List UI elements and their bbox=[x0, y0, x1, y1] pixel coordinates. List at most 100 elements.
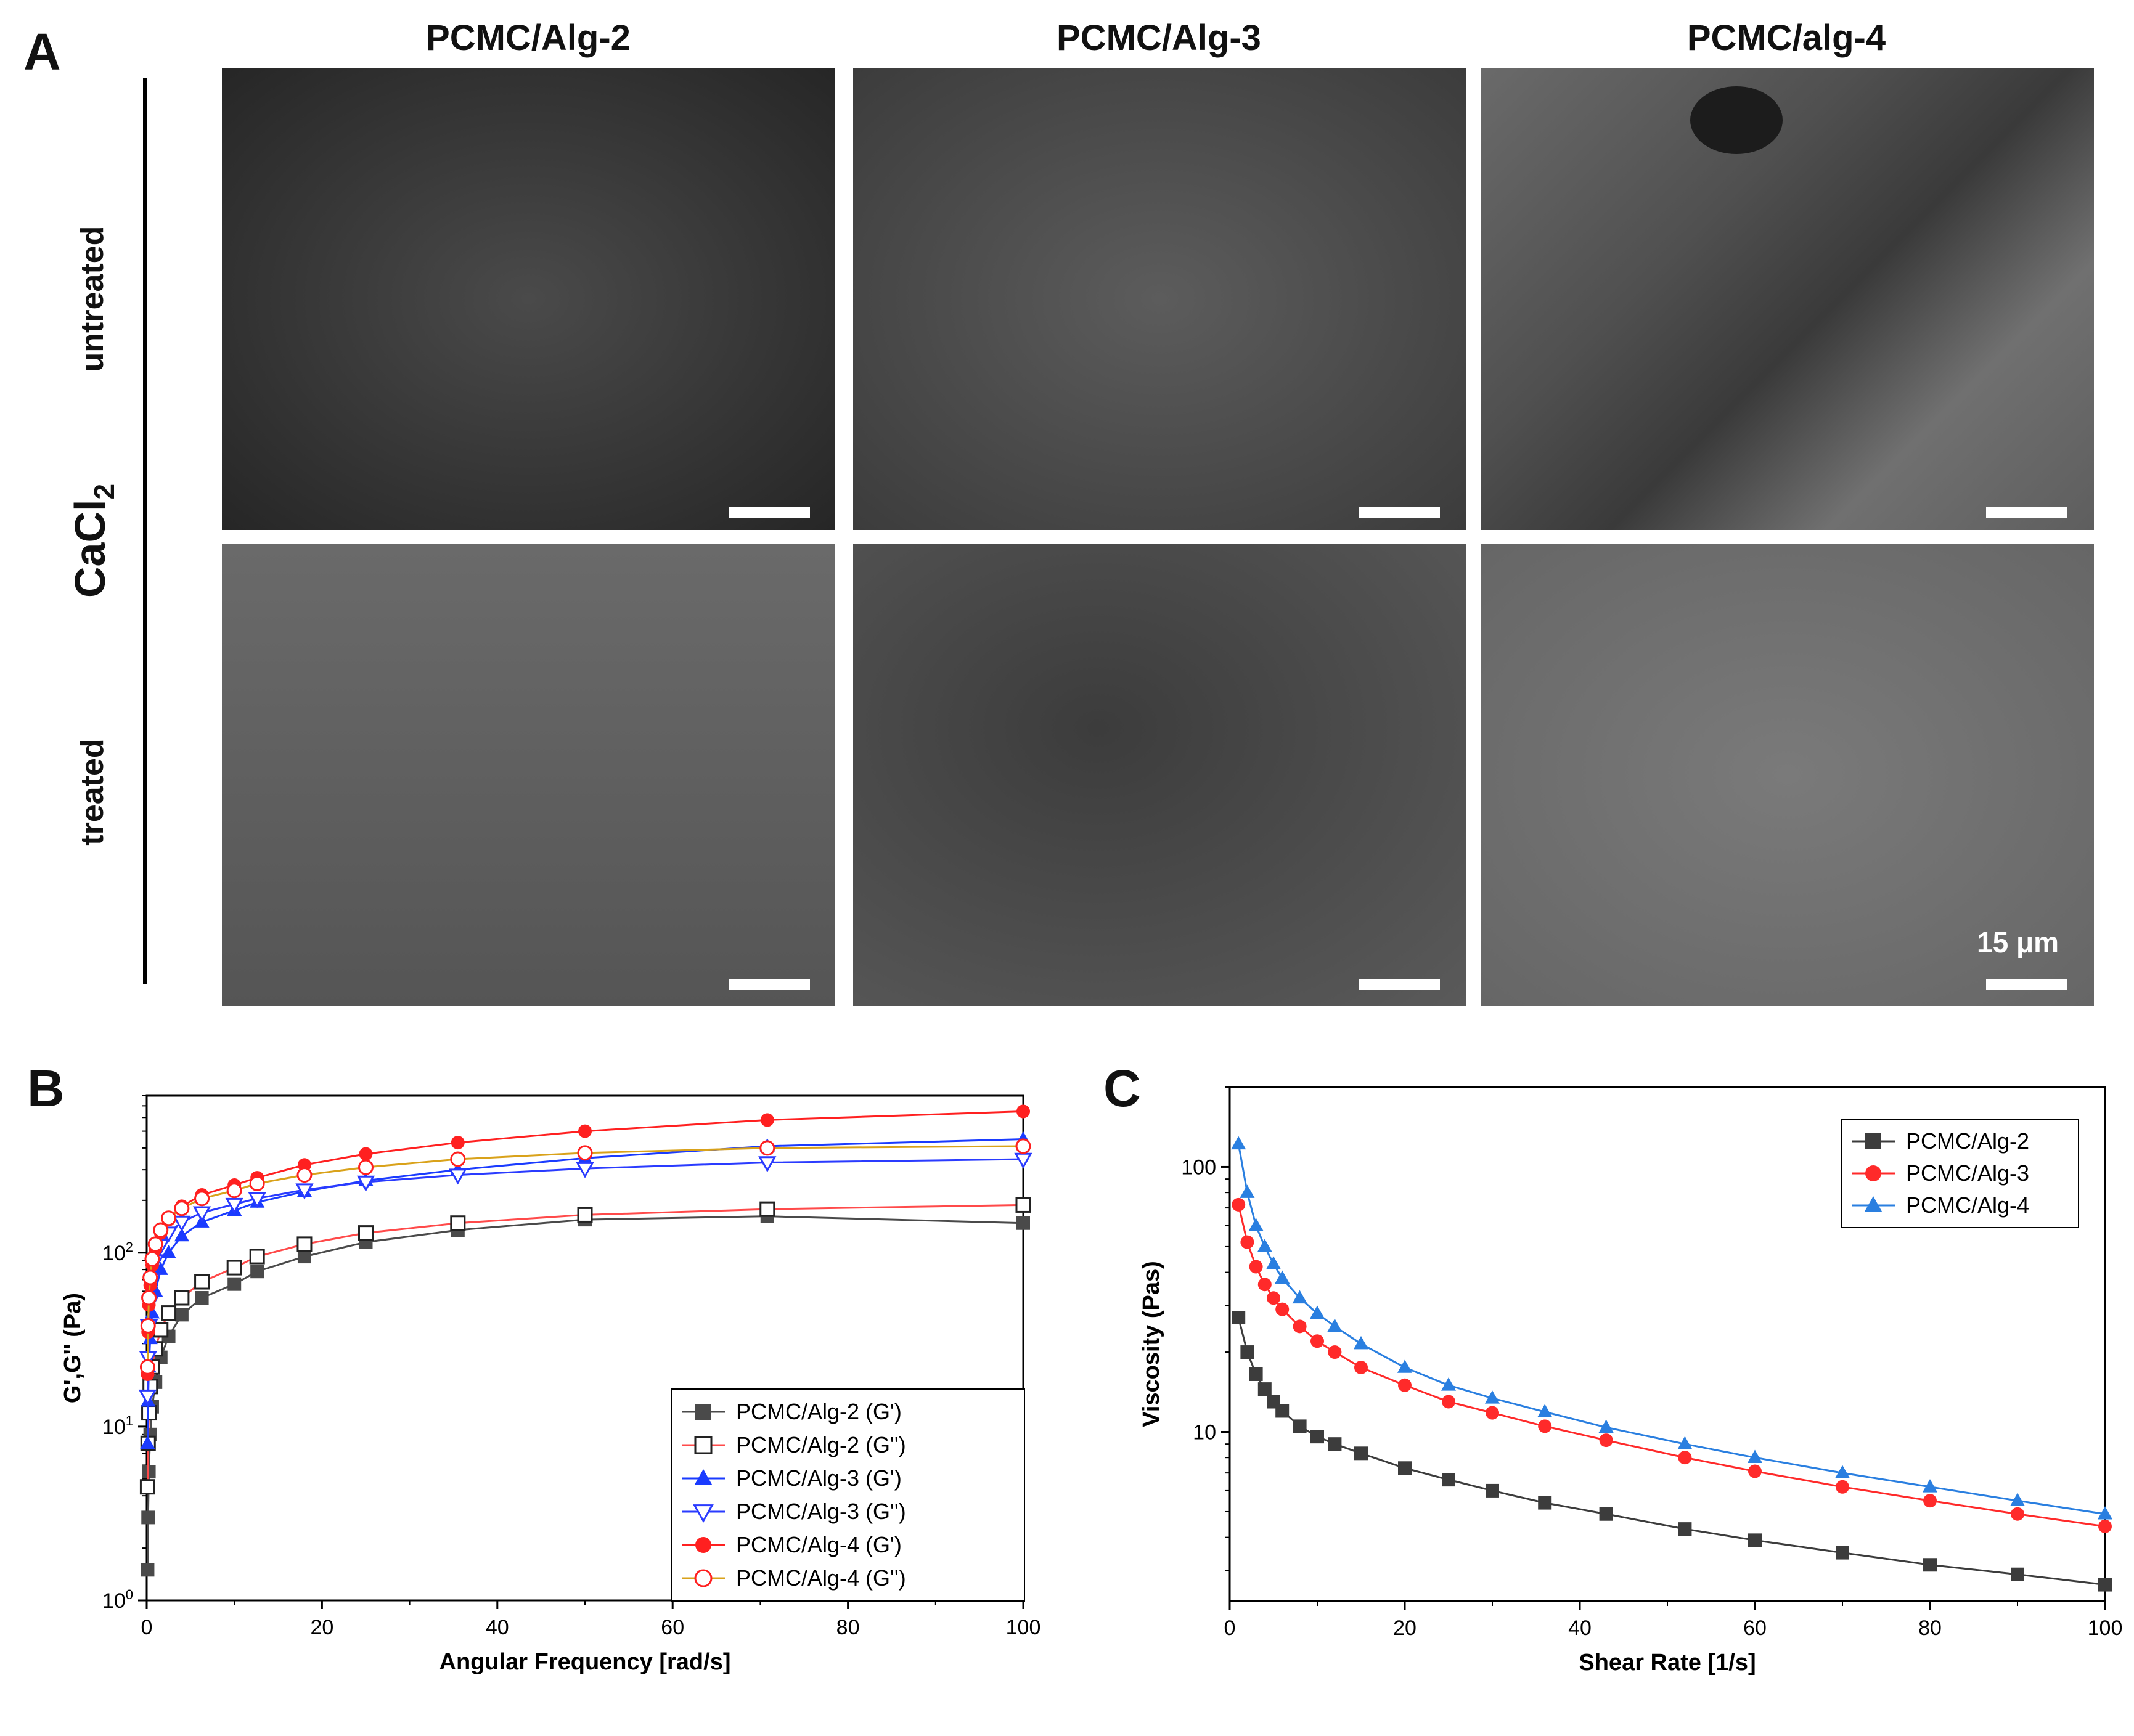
data-point-pcmc-alg-2-g bbox=[1015, 1197, 1031, 1213]
data-point-pcmc-alg-4-g bbox=[140, 1318, 156, 1334]
data-point-pcmc-alg-3 bbox=[1599, 1433, 1613, 1448]
data-point-pcmc-alg-3 bbox=[2011, 1507, 2024, 1521]
legend-label-pcmc-alg-2-g: PCMC/Alg-2 (G') bbox=[736, 1399, 902, 1424]
sem-image-alg4-treated: 15 μm bbox=[1481, 544, 2094, 1006]
legend-marker-pcmc-alg-3-g bbox=[693, 1504, 714, 1523]
data-point-pcmc-alg-4-g bbox=[147, 1236, 163, 1252]
x-tick-label: 80 bbox=[836, 1616, 860, 1639]
data-point-pcmc-alg-2-g bbox=[141, 1510, 155, 1525]
data-point-pcmc-alg-3 bbox=[1249, 1260, 1263, 1274]
data-point-pcmc-alg-4 bbox=[1598, 1419, 1614, 1433]
x-tick-label: 0 bbox=[141, 1616, 153, 1639]
data-point-pcmc-alg-2-g bbox=[139, 1479, 155, 1495]
data-point-pcmc-alg-4-g bbox=[249, 1176, 265, 1192]
data-point-pcmc-alg-4 bbox=[1248, 1218, 1264, 1231]
data-point-pcmc-alg-3-g bbox=[248, 1192, 266, 1208]
data-point-pcmc-alg-3-g bbox=[1014, 1152, 1032, 1169]
scale-bar bbox=[1986, 979, 2067, 990]
data-point-pcmc-alg-3 bbox=[1538, 1419, 1552, 1433]
data-point-pcmc-alg-2-g bbox=[141, 1563, 155, 1577]
legend-label-pcmc-alg-3-g: PCMC/Alg-3 (G') bbox=[736, 1465, 902, 1491]
y-tick-label: 100 bbox=[1181, 1155, 1216, 1179]
data-point-pcmc-alg-3 bbox=[1836, 1480, 1849, 1494]
data-point-pcmc-alg-4-g bbox=[194, 1191, 210, 1207]
y-tick-base: 10 bbox=[102, 1416, 126, 1439]
data-point-pcmc-alg-3 bbox=[1267, 1291, 1280, 1305]
legend-label-pcmc-alg-3-g: PCMC/Alg-3 (G'') bbox=[736, 1499, 906, 1524]
legend-label-pcmc-alg-4-g: PCMC/Alg-4 (G') bbox=[736, 1532, 902, 1557]
scale-bar bbox=[1359, 979, 1440, 990]
chart-c: 0 20 40 60 80 100 10 100 Shear Rate [1/s] Viscosi… bbox=[1139, 1086, 2122, 1676]
data-point-pcmc-alg-4 bbox=[1353, 1335, 1369, 1350]
data-point-pcmc-alg-4-g bbox=[142, 1269, 158, 1286]
data-point-pcmc-alg-2 bbox=[1486, 1483, 1499, 1498]
data-point-pcmc-alg-3-g bbox=[225, 1197, 243, 1214]
data-point-pcmc-alg-3-g bbox=[192, 1206, 211, 1223]
data-point-pcmc-alg-2-g bbox=[174, 1308, 189, 1322]
data-point-pcmc-alg-2-g bbox=[174, 1290, 190, 1306]
dark-pore-feature bbox=[1690, 86, 1783, 154]
legend-box bbox=[671, 1388, 1025, 1602]
data-point-pcmc-alg-2 bbox=[2098, 1578, 2112, 1592]
data-point-pcmc-alg-2 bbox=[1249, 1367, 1263, 1381]
row-label-treated: treated bbox=[75, 738, 110, 846]
data-point-pcmc-alg-4-g bbox=[358, 1159, 374, 1175]
data-point-pcmc-alg-4 bbox=[1309, 1305, 1325, 1319]
y-tick-exponent: 2 bbox=[126, 1239, 133, 1255]
data-point-pcmc-alg-3-g bbox=[449, 1168, 467, 1185]
data-point-pcmc-alg-2 bbox=[1678, 1522, 1692, 1536]
data-point-pcmc-alg-4 bbox=[1677, 1436, 1693, 1449]
x-tick-label: 0 bbox=[1224, 1616, 1236, 1640]
data-point-pcmc-alg-4 bbox=[1537, 1404, 1553, 1417]
data-point-pcmc-alg-3-g bbox=[295, 1183, 314, 1200]
y-tick-exponent: 1 bbox=[126, 1413, 133, 1428]
data-point-pcmc-alg-2-g bbox=[759, 1201, 775, 1217]
scale-bar bbox=[1986, 507, 2067, 518]
y-tick-label: 10 bbox=[1193, 1421, 1216, 1445]
x-axis-label: Shear Rate [1/s] bbox=[1579, 1650, 1756, 1676]
data-point-pcmc-alg-3-g bbox=[138, 1389, 157, 1406]
data-point-pcmc-alg-2 bbox=[1293, 1419, 1307, 1433]
data-point-pcmc-alg-2-g bbox=[297, 1250, 311, 1264]
y-tick-label: 100 bbox=[102, 1587, 133, 1613]
panel-c-letter: C bbox=[1103, 1059, 1141, 1117]
data-point-pcmc-alg-3 bbox=[1398, 1378, 1412, 1392]
y-axis-label: Viscosity (Pas) bbox=[1139, 1261, 1164, 1427]
data-point-pcmc-alg-4-g bbox=[760, 1113, 774, 1127]
sem-image-alg4-untreated bbox=[1481, 68, 2094, 530]
scale-bar bbox=[1359, 507, 1440, 518]
data-point-pcmc-alg-2-g bbox=[153, 1322, 169, 1338]
data-point-pcmc-alg-4 bbox=[2097, 1506, 2113, 1520]
cacl2-group-bar bbox=[143, 78, 147, 984]
sem-image-alg3-untreated bbox=[853, 68, 1466, 530]
legend-marker-pcmc-alg-2-g bbox=[694, 1436, 713, 1454]
data-point-pcmc-alg-2-g bbox=[249, 1249, 265, 1265]
data-point-pcmc-alg-2-g bbox=[142, 1465, 156, 1479]
data-point-pcmc-alg-4-g bbox=[359, 1147, 373, 1161]
data-point-pcmc-alg-3 bbox=[2098, 1519, 2112, 1533]
data-point-pcmc-alg-4 bbox=[1240, 1184, 1255, 1198]
data-point-pcmc-alg-3 bbox=[1354, 1360, 1368, 1374]
data-point-pcmc-alg-4 bbox=[2009, 1493, 2026, 1506]
data-point-pcmc-alg-2-g bbox=[450, 1215, 466, 1231]
scale-label: 15 μm bbox=[1977, 926, 2059, 958]
legend-marker-pcmc-alg-4 bbox=[1864, 1196, 1883, 1212]
data-point-pcmc-alg-3 bbox=[1257, 1278, 1272, 1292]
data-point-pcmc-alg-3 bbox=[1748, 1464, 1762, 1478]
data-point-pcmc-alg-2 bbox=[1836, 1546, 1849, 1560]
series-line-pcmc-alg-3 bbox=[1237, 1204, 2106, 1528]
data-point-pcmc-alg-4 bbox=[1327, 1318, 1343, 1332]
row-label-untreated: untreated bbox=[75, 226, 110, 372]
data-point-pcmc-alg-3 bbox=[1275, 1302, 1290, 1316]
data-point-pcmc-alg-4-g bbox=[1015, 1138, 1031, 1154]
data-point-pcmc-alg-2 bbox=[1240, 1345, 1254, 1359]
data-point-pcmc-alg-3-g bbox=[173, 1215, 191, 1232]
sem-image-alg3-treated bbox=[853, 544, 1466, 1006]
column-title-alg3: PCMC/Alg-3 bbox=[1057, 18, 1261, 58]
data-point-pcmc-alg-2 bbox=[1748, 1533, 1762, 1547]
data-point-pcmc-alg-2 bbox=[1923, 1558, 1937, 1572]
column-title-alg4: PCMC/alg-4 bbox=[1686, 18, 1886, 58]
column-title-alg2: PCMC/Alg-2 bbox=[426, 18, 631, 58]
legend-label-pcmc-alg-4-g: PCMC/Alg-4 (G'') bbox=[736, 1565, 906, 1591]
